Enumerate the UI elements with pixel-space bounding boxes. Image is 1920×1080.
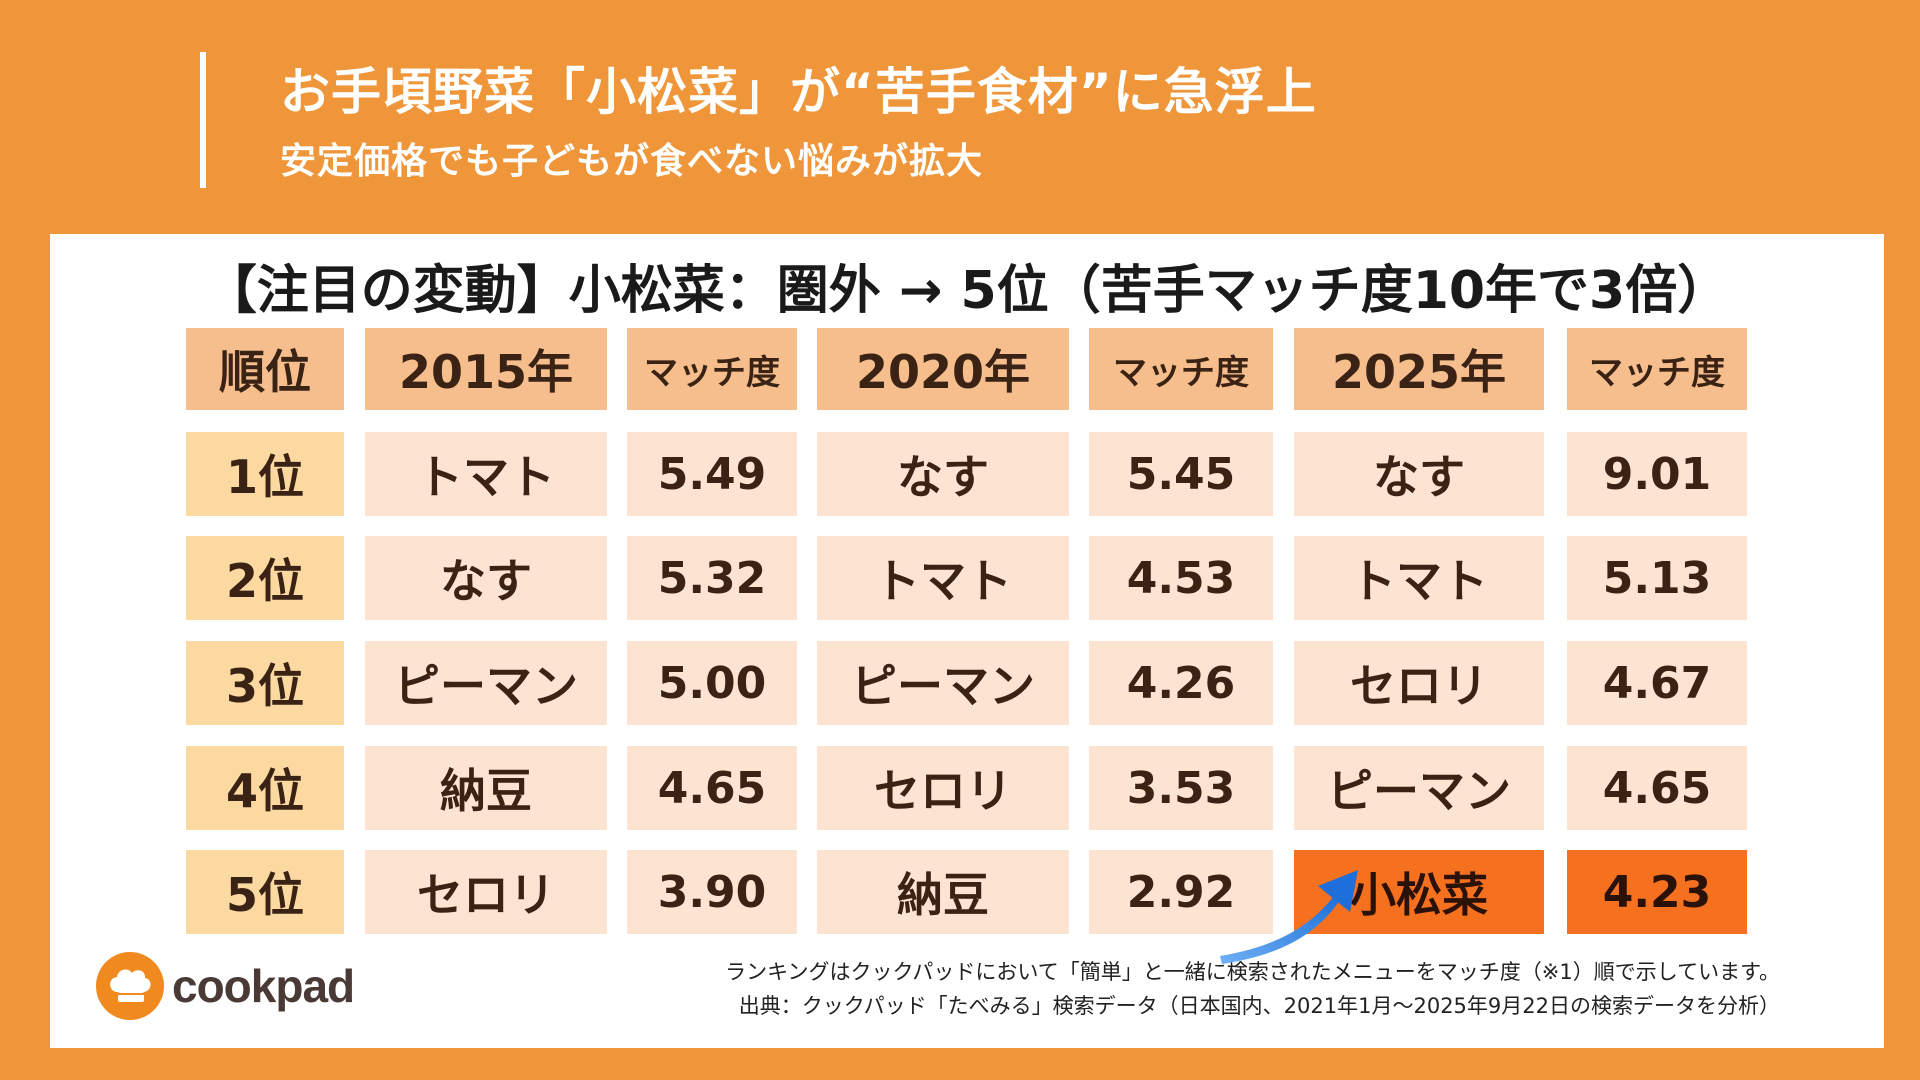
food-cell: なす <box>365 536 607 620</box>
match-score-cell: 2.92 <box>1089 850 1273 934</box>
food-cell: 納豆 <box>365 746 607 830</box>
match-score-cell: 5.45 <box>1089 432 1273 516</box>
column-header-5: 2025年 <box>1294 328 1544 410</box>
column-header-6: マッチ度 <box>1567 328 1747 410</box>
page-title: お手頃野菜「小松菜」が“苦手食材”に急浮上 <box>280 63 1317 121</box>
food-cell: 納豆 <box>817 850 1069 934</box>
food-cell: トマト <box>1294 536 1544 620</box>
food-cell: セロリ <box>1294 641 1544 725</box>
rank-cell: 5位 <box>186 850 344 934</box>
logo-text: cookpad <box>172 960 355 1012</box>
match-score-cell: 3.53 <box>1089 746 1273 830</box>
match-score-cell: 3.90 <box>627 850 797 934</box>
column-header-3: 2020年 <box>817 328 1069 410</box>
food-cell: ピーマン <box>1294 746 1544 830</box>
page-subtitle: 安定価格でも子どもが食べない悩みが拡大 <box>280 141 984 182</box>
match-score-cell: 4.65 <box>627 746 797 830</box>
rank-cell: 1位 <box>186 432 344 516</box>
column-header-1: 2015年 <box>365 328 607 410</box>
match-score-cell: 4.67 <box>1567 641 1747 725</box>
match-score-cell: 4.23 <box>1567 850 1747 934</box>
rank-cell: 2位 <box>186 536 344 620</box>
match-score-cell: 4.65 <box>1567 746 1747 830</box>
footnote-1: ランキングはクックパッドにおいて「簡単」と一緒に検索されたメニューをマッチ度（※… <box>725 960 1780 984</box>
column-header-2: マッチ度 <box>627 328 797 410</box>
food-cell: トマト <box>365 432 607 516</box>
food-cell: なす <box>1294 432 1544 516</box>
column-header-0: 順位 <box>186 328 344 410</box>
match-score-cell: 5.13 <box>1567 536 1747 620</box>
match-score-cell: 9.01 <box>1567 432 1747 516</box>
match-score-cell: 5.00 <box>627 641 797 725</box>
cookpad-logo: cookpad <box>96 952 355 1020</box>
rank-cell: 3位 <box>186 641 344 725</box>
chef-hat-icon <box>96 952 164 1020</box>
food-cell: ピーマン <box>365 641 607 725</box>
food-cell: なす <box>817 432 1069 516</box>
food-cell: 小松菜 <box>1294 850 1544 934</box>
food-cell: セロリ <box>365 850 607 934</box>
food-cell: トマト <box>817 536 1069 620</box>
accent-bar <box>200 52 206 188</box>
food-cell: セロリ <box>817 746 1069 830</box>
match-score-cell: 4.53 <box>1089 536 1273 620</box>
match-score-cell: 5.49 <box>627 432 797 516</box>
match-score-cell: 5.32 <box>627 536 797 620</box>
column-header-4: マッチ度 <box>1089 328 1273 410</box>
rank-cell: 4位 <box>186 746 344 830</box>
footnote-2: 出典：クックパッド「たべみる」検索データ（日本国内、2021年1月〜2025年9… <box>738 994 1780 1018</box>
food-cell: ピーマン <box>817 641 1069 725</box>
content-card: 【注目の変動】小松菜：圏外 → 5位（苦手マッチ度10年で3倍） 順位 2015年… <box>50 234 1884 1048</box>
match-score-cell: 4.26 <box>1089 641 1273 725</box>
table-heading: 【注目の変動】小松菜：圏外 → 5位（苦手マッチ度10年で3倍） <box>204 261 1730 321</box>
